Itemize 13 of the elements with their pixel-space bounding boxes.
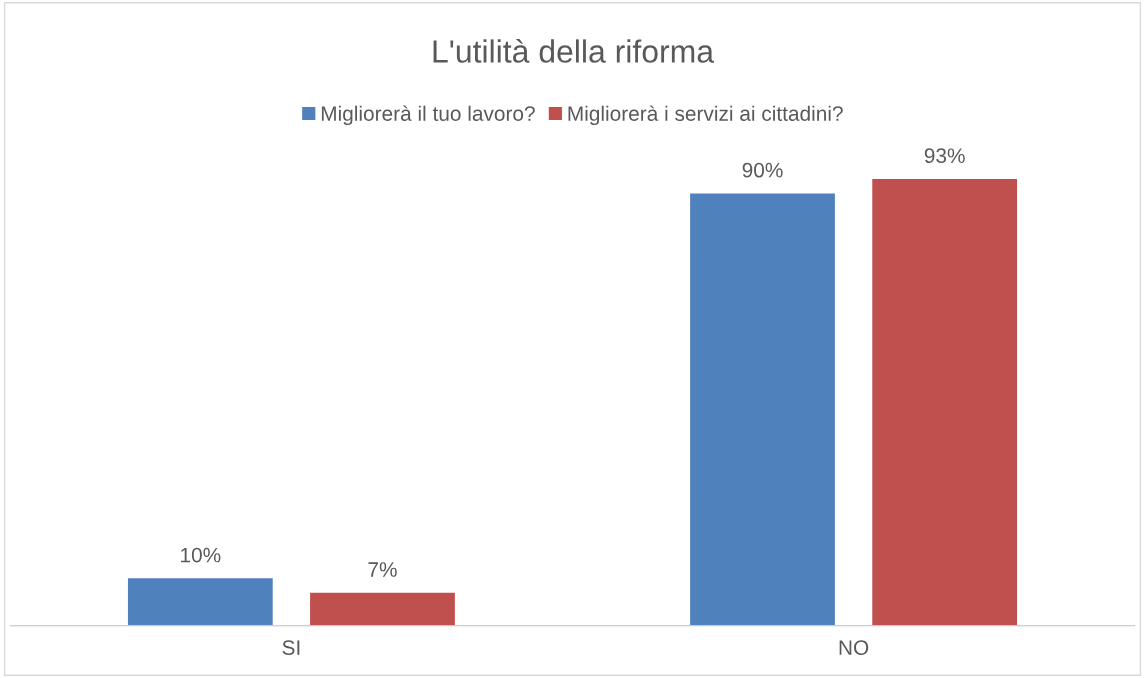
- legend-label: Migliorerà il tuo lavoro?: [321, 105, 535, 126]
- data-label: 90%: [742, 162, 783, 178]
- data-label: 7%: [368, 562, 397, 577]
- x-tick-label: NO: [839, 640, 869, 655]
- data-label: 93%: [924, 148, 965, 164]
- bar: [308, 591, 457, 626]
- legend-label: Migliorerà i servizi ai cittadini?: [568, 105, 843, 126]
- bar: [688, 192, 837, 626]
- bar: [870, 177, 1019, 626]
- x-tick-label: SI: [282, 640, 300, 655]
- bar: [126, 576, 275, 626]
- data-label: 10%: [181, 547, 221, 563]
- chart-title: L'utilità della riforma: [433, 38, 715, 63]
